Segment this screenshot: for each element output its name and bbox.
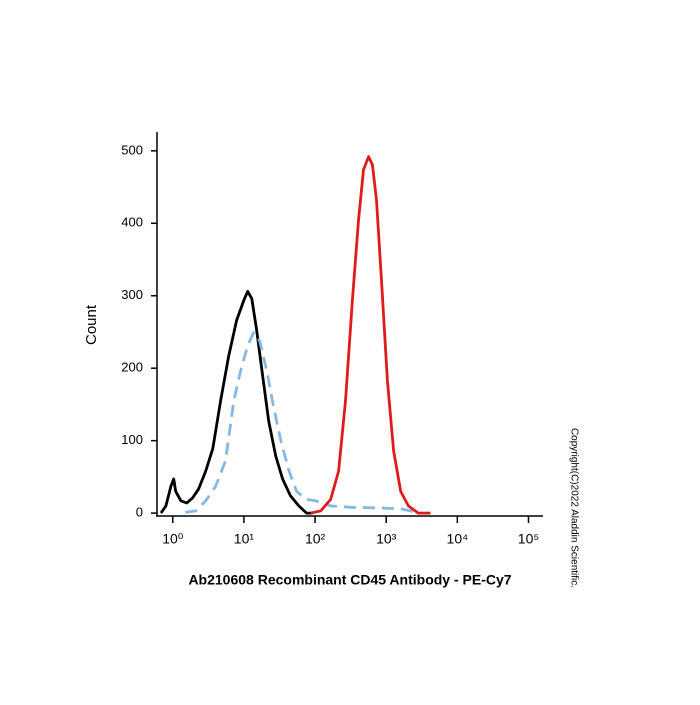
histogram-line [310,155,431,515]
histogram-line [159,290,313,515]
copyright: Copyright(C)2022 Aladdin Scientific. [568,428,579,588]
y-tick-label: 300 [121,287,143,302]
y-tick-label: 0 [136,505,143,520]
y-tick-label: 400 [121,215,143,230]
x-tick-label: 10² [305,531,326,547]
x-tick-label: 10⁰ [162,531,184,547]
x-tick-label: 10¹ [234,531,255,547]
x-tick-label: 10³ [376,531,397,547]
x-tick-label: 10⁴ [447,531,469,547]
y-tick-label: 100 [121,432,143,447]
x-axis-label: Ab210608 Recombinant CD45 Antibody - PE-… [188,572,511,588]
y-axis-label: Count [83,304,100,345]
y-tick-label: 500 [121,142,143,157]
x-tick-label: 10⁵ [518,531,539,547]
histogram-line [185,331,431,515]
y-tick-label: 200 [121,360,143,375]
